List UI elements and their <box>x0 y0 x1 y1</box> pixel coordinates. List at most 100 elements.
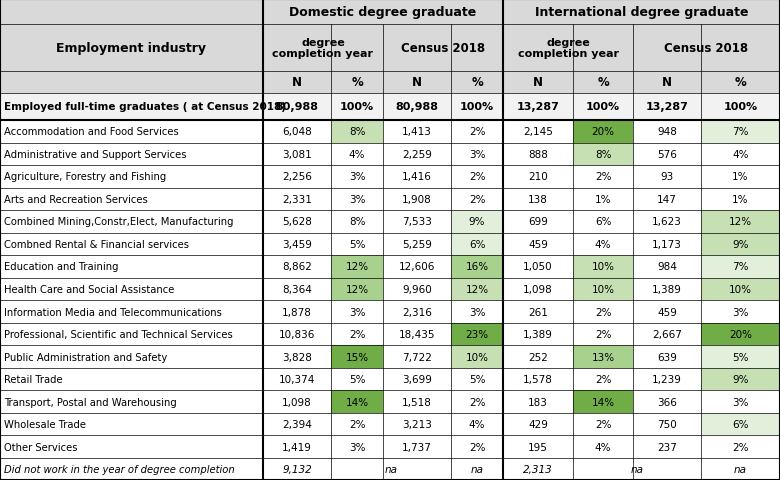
Text: 699: 699 <box>528 217 548 227</box>
Text: 12,606: 12,606 <box>399 262 435 272</box>
Text: %: % <box>351 76 363 89</box>
Text: 2%: 2% <box>349 329 365 339</box>
Text: 1,419: 1,419 <box>282 442 312 452</box>
Text: Other Services: Other Services <box>4 442 77 452</box>
Bar <box>573 391 633 413</box>
Text: na: na <box>470 464 484 474</box>
Text: 183: 183 <box>528 397 548 407</box>
Text: 12%: 12% <box>729 217 752 227</box>
Text: 9%: 9% <box>469 217 485 227</box>
Text: Arts and Recreation Services: Arts and Recreation Services <box>4 194 147 204</box>
Text: 5%: 5% <box>349 240 365 250</box>
Text: 984: 984 <box>657 262 677 272</box>
Text: 750: 750 <box>657 420 677 429</box>
Bar <box>0 72 780 94</box>
Bar <box>0 391 780 413</box>
Text: 459: 459 <box>657 307 677 317</box>
Text: %: % <box>471 76 483 89</box>
Text: 7,722: 7,722 <box>402 352 432 362</box>
Text: 2%: 2% <box>594 374 612 384</box>
Text: 2,667: 2,667 <box>652 329 682 339</box>
Bar <box>701 256 780 278</box>
Text: 10,836: 10,836 <box>278 329 315 339</box>
Text: 888: 888 <box>528 149 548 159</box>
Text: degree
completion year: degree completion year <box>272 37 374 59</box>
Bar <box>0 413 780 435</box>
Text: 6%: 6% <box>594 217 612 227</box>
Text: 100%: 100% <box>460 102 494 112</box>
Text: 4%: 4% <box>469 420 485 429</box>
Text: Public Administration and Safety: Public Administration and Safety <box>4 352 167 362</box>
Text: 576: 576 <box>657 149 677 159</box>
Text: Wholesale Trade: Wholesale Trade <box>4 420 86 429</box>
Text: 3%: 3% <box>732 397 749 407</box>
Text: 2,394: 2,394 <box>282 420 312 429</box>
Bar <box>0 346 780 368</box>
Text: N: N <box>533 76 543 89</box>
Text: 2%: 2% <box>594 307 612 317</box>
Text: 1,578: 1,578 <box>523 374 553 384</box>
Text: 3%: 3% <box>349 442 365 452</box>
Bar <box>573 346 633 368</box>
Bar <box>451 211 503 233</box>
Text: 7%: 7% <box>732 127 749 137</box>
Text: N: N <box>292 76 302 89</box>
Text: 1,413: 1,413 <box>402 127 432 137</box>
Text: 2,256: 2,256 <box>282 172 312 182</box>
Text: 10,374: 10,374 <box>278 374 315 384</box>
Text: 8%: 8% <box>349 217 365 227</box>
Text: 9%: 9% <box>732 374 749 384</box>
Text: 1,416: 1,416 <box>402 172 432 182</box>
Text: 2%: 2% <box>469 442 485 452</box>
Text: 1,623: 1,623 <box>652 217 682 227</box>
Text: Census 2018: Census 2018 <box>665 42 749 55</box>
Text: Employed full-time graduates ( at Census 2018): Employed full-time graduates ( at Census… <box>4 102 286 112</box>
Text: 7%: 7% <box>732 262 749 272</box>
Text: na: na <box>630 464 643 474</box>
Text: 1,098: 1,098 <box>282 397 312 407</box>
Bar <box>0 0 780 25</box>
Bar <box>701 413 780 435</box>
Text: %: % <box>597 76 609 89</box>
Text: 3%: 3% <box>349 172 365 182</box>
Text: 14%: 14% <box>591 397 615 407</box>
Text: 5%: 5% <box>732 352 749 362</box>
Bar <box>701 121 780 143</box>
Text: 2,259: 2,259 <box>402 149 432 159</box>
Text: 5,259: 5,259 <box>402 240 432 250</box>
Text: 1,737: 1,737 <box>402 442 432 452</box>
Text: 3,699: 3,699 <box>402 374 432 384</box>
Text: 210: 210 <box>528 172 548 182</box>
Text: 80,988: 80,988 <box>275 102 318 112</box>
Text: 100%: 100% <box>586 102 620 112</box>
Text: 16%: 16% <box>466 262 488 272</box>
Bar <box>331 278 383 300</box>
Text: Did not work in the year of degree completion: Did not work in the year of degree compl… <box>4 464 235 474</box>
Text: 10%: 10% <box>591 285 615 294</box>
Text: 2%: 2% <box>594 329 612 339</box>
Text: 6%: 6% <box>732 420 749 429</box>
Text: Census 2018: Census 2018 <box>401 42 485 55</box>
Text: 12%: 12% <box>346 262 369 272</box>
Text: 23%: 23% <box>466 329 488 339</box>
Text: Information Media and Telecommunications: Information Media and Telecommunications <box>4 307 222 317</box>
Bar <box>701 211 780 233</box>
Text: 948: 948 <box>657 127 677 137</box>
Text: 2,331: 2,331 <box>282 194 312 204</box>
Bar <box>0 233 780 256</box>
Text: 2%: 2% <box>594 172 612 182</box>
Bar <box>331 346 383 368</box>
Text: 639: 639 <box>657 352 677 362</box>
Text: na: na <box>734 464 747 474</box>
Text: Domestic degree graduate: Domestic degree graduate <box>289 6 477 19</box>
Text: 7,533: 7,533 <box>402 217 432 227</box>
Bar <box>451 323 503 346</box>
Bar <box>573 143 633 166</box>
Text: 2,313: 2,313 <box>523 464 553 474</box>
Text: Employment industry: Employment industry <box>56 42 207 55</box>
Bar <box>0 256 780 278</box>
Text: na: na <box>385 464 398 474</box>
Text: 147: 147 <box>657 194 677 204</box>
Text: 2%: 2% <box>349 420 365 429</box>
Text: 429: 429 <box>528 420 548 429</box>
